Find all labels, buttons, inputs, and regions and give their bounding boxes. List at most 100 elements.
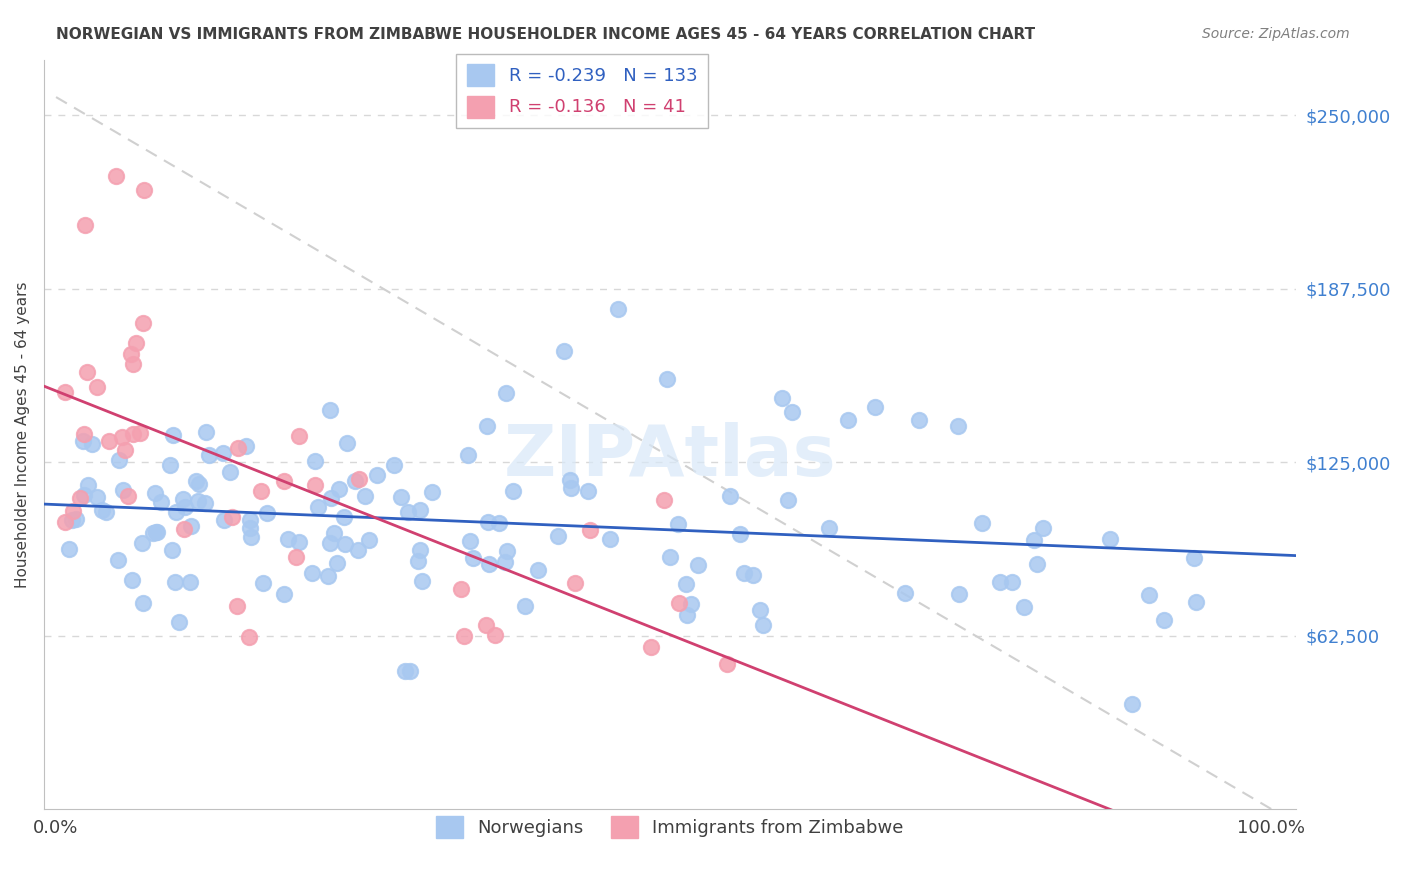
Point (195, 425, 218, 439)
Point (285, 550, 308, 565)
Point (238, 630, 260, 644)
Point (172, 491, 194, 506)
Point (72, 488, 94, 502)
Point (1099, 532, 1122, 546)
Point (235, 439, 257, 453)
Point (357, 533, 380, 547)
Point (716, 657, 738, 672)
Point (221, 510, 243, 524)
Point (484, 628, 506, 642)
Point (304, 454, 326, 468)
Point (131, 535, 153, 549)
Point (219, 465, 242, 479)
Point (409, 543, 432, 558)
Point (495, 385, 517, 400)
Text: ZIPAtlas: ZIPAtlas (503, 422, 837, 491)
Point (214, 512, 236, 526)
Point (576, 484, 599, 499)
Point (120, 347, 142, 361)
Text: NORWEGIAN VS IMMIGRANTS FROM ZIMBABWE HOUSEHOLDER INCOME AGES 45 - 64 YEARS CORR: NORWEGIAN VS IMMIGRANTS FROM ZIMBABWE HO… (56, 27, 1035, 42)
Point (406, 554, 429, 568)
Point (1185, 595, 1208, 609)
Point (336, 435, 359, 450)
Point (62, 504, 84, 518)
Point (273, 586, 295, 600)
Point (652, 493, 675, 508)
Point (558, 473, 581, 487)
Point (1032, 521, 1054, 535)
Point (1025, 557, 1047, 571)
Point (58, 541, 80, 556)
Point (733, 566, 755, 580)
Point (463, 551, 485, 566)
Point (239, 521, 262, 535)
Point (76, 477, 98, 491)
Point (457, 448, 479, 462)
Point (477, 418, 499, 433)
Point (107, 553, 129, 567)
Legend: Norwegians, Immigrants from Zimbabwe: Norwegians, Immigrants from Zimbabwe (429, 809, 911, 845)
Point (55, 515, 77, 529)
Point (1022, 533, 1045, 548)
Point (104, 169, 127, 184)
Point (179, 574, 201, 589)
Point (184, 474, 207, 488)
Point (149, 494, 172, 508)
Point (132, 596, 155, 610)
Point (211, 446, 233, 460)
Point (389, 490, 412, 504)
Point (394, 664, 416, 678)
Point (162, 428, 184, 442)
Point (75, 219, 97, 233)
Point (226, 441, 249, 455)
Point (354, 489, 377, 503)
Point (335, 537, 357, 551)
Point (307, 500, 329, 514)
Point (863, 400, 886, 414)
Point (1182, 550, 1205, 565)
Point (560, 481, 582, 495)
Point (132, 316, 155, 330)
Point (90, 502, 112, 516)
Point (675, 577, 697, 591)
Point (60, 513, 83, 527)
Point (718, 489, 741, 503)
Point (159, 458, 181, 472)
Point (515, 599, 537, 614)
Point (770, 392, 793, 406)
Point (319, 536, 342, 550)
Point (98, 434, 121, 448)
Point (117, 489, 139, 503)
Point (450, 582, 472, 596)
Point (478, 557, 501, 571)
Point (553, 344, 575, 359)
Point (187, 494, 209, 508)
Point (304, 477, 326, 491)
Point (346, 543, 368, 558)
Point (399, 664, 422, 678)
Point (908, 413, 931, 427)
Point (1153, 613, 1175, 627)
Point (666, 516, 689, 531)
Point (86, 380, 108, 394)
Point (288, 428, 311, 442)
Point (76, 365, 98, 379)
Point (321, 491, 343, 506)
Point (108, 452, 131, 467)
Point (1001, 574, 1024, 589)
Point (114, 442, 136, 457)
Point (1121, 697, 1143, 711)
Point (163, 575, 186, 590)
Point (396, 505, 419, 519)
Point (778, 493, 800, 508)
Point (249, 483, 271, 498)
Point (749, 602, 772, 616)
Point (988, 574, 1011, 589)
Point (332, 509, 354, 524)
Point (817, 521, 839, 535)
Point (453, 629, 475, 643)
Point (564, 575, 586, 590)
Point (382, 458, 405, 472)
Point (145, 524, 167, 539)
Point (319, 403, 342, 417)
